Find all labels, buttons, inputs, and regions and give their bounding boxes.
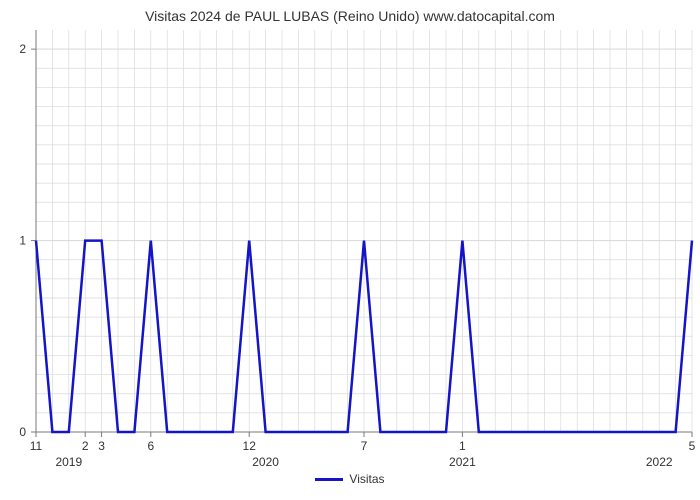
- y-tick-label: 0: [19, 425, 26, 439]
- legend: Visitas: [0, 472, 700, 486]
- chart-container: Visitas 2024 de PAUL LUBAS (Reino Unido)…: [0, 0, 700, 500]
- x-tick-label: 2: [82, 439, 89, 453]
- legend-label: Visitas: [349, 472, 384, 486]
- chart-svg: 01211236127152019202020212022: [0, 0, 700, 500]
- x-year-label: 2019: [55, 455, 82, 469]
- x-year-label: 2022: [646, 455, 673, 469]
- x-tick-label: 3: [98, 439, 105, 453]
- x-tick-label: 12: [243, 439, 257, 453]
- x-year-label: 2020: [252, 455, 279, 469]
- x-tick-label: 5: [689, 439, 696, 453]
- legend-swatch: [315, 478, 343, 481]
- x-tick-label: 6: [147, 439, 154, 453]
- y-tick-label: 2: [19, 42, 26, 56]
- x-tick-label: 1: [459, 439, 466, 453]
- x-tick-label: 7: [361, 439, 368, 453]
- y-tick-label: 1: [19, 234, 26, 248]
- x-year-label: 2021: [449, 455, 476, 469]
- x-tick-label: 11: [30, 439, 43, 453]
